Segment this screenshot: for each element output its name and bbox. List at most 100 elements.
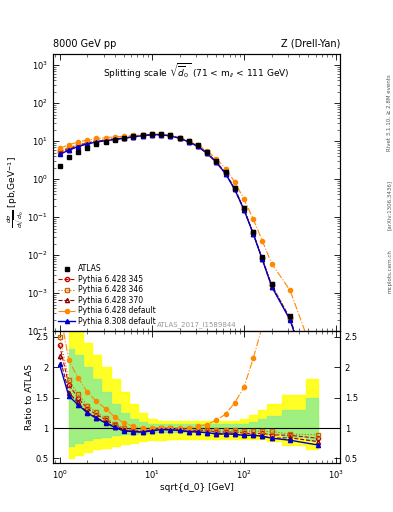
- Pythia 6.428 default: [75, 139, 80, 145]
- Pythia 6.428 default: [94, 135, 99, 141]
- Pythia 6.428 346: [149, 131, 154, 137]
- Pythia 6.428 345: [149, 132, 154, 138]
- Pythia 6.428 345: [122, 135, 127, 141]
- Pythia 6.428 370: [186, 139, 191, 145]
- Pythia 6.428 370: [260, 256, 264, 262]
- Pythia 6.428 345: [159, 132, 163, 138]
- Pythia 6.428 default: [112, 134, 117, 140]
- Pythia 6.428 345: [85, 140, 90, 146]
- Pythia 6.428 default: [251, 216, 255, 222]
- Pythia 6.428 370: [122, 135, 127, 141]
- Pythia 8.308 default: [269, 284, 274, 290]
- Line: Pythia 6.428 370: Pythia 6.428 370: [57, 133, 320, 404]
- ATLAS: [186, 138, 191, 144]
- Pythia 6.428 370: [177, 135, 182, 141]
- Pythia 6.428 370: [251, 230, 255, 237]
- ATLAS: [57, 163, 62, 169]
- Pythia 6.428 346: [205, 150, 209, 156]
- Pythia 6.428 345: [223, 170, 228, 176]
- Pythia 6.428 346: [223, 169, 228, 176]
- Pythia 6.428 default: [205, 148, 209, 154]
- Pythia 8.308 default: [140, 133, 145, 139]
- Pythia 6.428 370: [85, 141, 90, 147]
- Pythia 6.428 345: [140, 132, 145, 138]
- Pythia 6.428 370: [214, 159, 219, 165]
- Pythia 8.308 default: [288, 317, 292, 323]
- ATLAS: [94, 141, 99, 147]
- Pythia 6.428 345: [195, 143, 200, 149]
- Pythia 6.428 345: [232, 186, 237, 192]
- Text: 8000 GeV pp: 8000 GeV pp: [53, 38, 116, 49]
- ATLAS: [149, 131, 154, 137]
- Pythia 8.308 default: [177, 135, 182, 141]
- Pythia 6.428 345: [75, 142, 80, 148]
- ATLAS: [214, 158, 219, 164]
- Line: Pythia 6.428 346: Pythia 6.428 346: [57, 132, 320, 401]
- Pythia 6.428 370: [195, 143, 200, 150]
- Pythia 6.428 370: [149, 132, 154, 138]
- Pythia 6.428 370: [94, 139, 99, 145]
- Pythia 6.428 346: [85, 139, 90, 145]
- Pythia 6.428 default: [66, 142, 71, 148]
- Pythia 6.428 346: [112, 135, 117, 141]
- Pythia 6.428 345: [315, 397, 320, 403]
- Pythia 6.428 370: [57, 150, 62, 156]
- ATLAS: [242, 204, 246, 210]
- Pythia 6.428 346: [186, 138, 191, 144]
- X-axis label: sqrt{d_0} [GeV]: sqrt{d_0} [GeV]: [160, 483, 233, 493]
- Pythia 8.308 default: [214, 159, 219, 165]
- Line: Pythia 8.308 default: Pythia 8.308 default: [57, 133, 320, 405]
- Text: [arXiv:1306.3436]: [arXiv:1306.3436]: [387, 180, 392, 230]
- Pythia 6.428 370: [112, 136, 117, 142]
- Pythia 8.308 default: [112, 136, 117, 142]
- Pythia 6.428 346: [269, 282, 274, 288]
- Pythia 6.428 default: [149, 131, 154, 137]
- Pythia 6.428 370: [75, 143, 80, 150]
- Pythia 8.308 default: [75, 143, 80, 150]
- Pythia 8.308 default: [260, 256, 264, 262]
- ATLAS: [131, 133, 136, 139]
- Pythia 6.428 345: [103, 137, 108, 143]
- ATLAS: [315, 394, 320, 400]
- ATLAS: [251, 228, 255, 234]
- Pythia 6.428 345: [66, 145, 71, 152]
- Pythia 6.428 default: [57, 145, 62, 152]
- Pythia 8.308 default: [232, 186, 237, 193]
- Pythia 6.428 default: [140, 132, 145, 138]
- ATLAS: [205, 149, 209, 155]
- Pythia 6.428 345: [288, 315, 292, 322]
- Pythia 6.428 default: [131, 132, 136, 138]
- Pythia 6.428 default: [242, 196, 246, 202]
- Text: Rivet 3.1.10, ≥ 2.8M events: Rivet 3.1.10, ≥ 2.8M events: [387, 74, 392, 151]
- ATLAS: [122, 135, 127, 141]
- Pythia 6.428 346: [122, 135, 127, 141]
- Pythia 8.308 default: [66, 147, 71, 153]
- Pythia 6.428 345: [205, 150, 209, 156]
- Pythia 6.428 346: [57, 148, 62, 154]
- Pythia 8.308 default: [168, 133, 173, 139]
- ATLAS: [103, 139, 108, 145]
- Pythia 6.428 345: [251, 230, 255, 236]
- Pythia 6.428 default: [232, 179, 237, 185]
- Pythia 6.428 370: [315, 399, 320, 405]
- ATLAS: [159, 131, 163, 137]
- Pythia 6.428 345: [242, 206, 246, 212]
- Pythia 6.428 370: [232, 186, 237, 193]
- Pythia 8.308 default: [251, 230, 255, 237]
- Pythia 8.308 default: [85, 141, 90, 147]
- Pythia 6.428 370: [223, 170, 228, 177]
- Pythia 6.428 345: [260, 255, 264, 262]
- Pythia 8.308 default: [242, 207, 246, 213]
- Pythia 6.428 346: [251, 229, 255, 236]
- Pythia 6.428 345: [186, 138, 191, 144]
- Pythia 6.428 345: [177, 135, 182, 141]
- Pythia 6.428 346: [75, 142, 80, 148]
- Pythia 6.428 370: [103, 138, 108, 144]
- ATLAS: [75, 149, 80, 155]
- Pythia 8.308 default: [223, 170, 228, 177]
- ATLAS: [140, 132, 145, 138]
- Pythia 8.308 default: [149, 132, 154, 138]
- Pythia 6.428 default: [186, 138, 191, 144]
- Pythia 6.428 346: [232, 185, 237, 191]
- Pythia 6.428 default: [269, 261, 274, 267]
